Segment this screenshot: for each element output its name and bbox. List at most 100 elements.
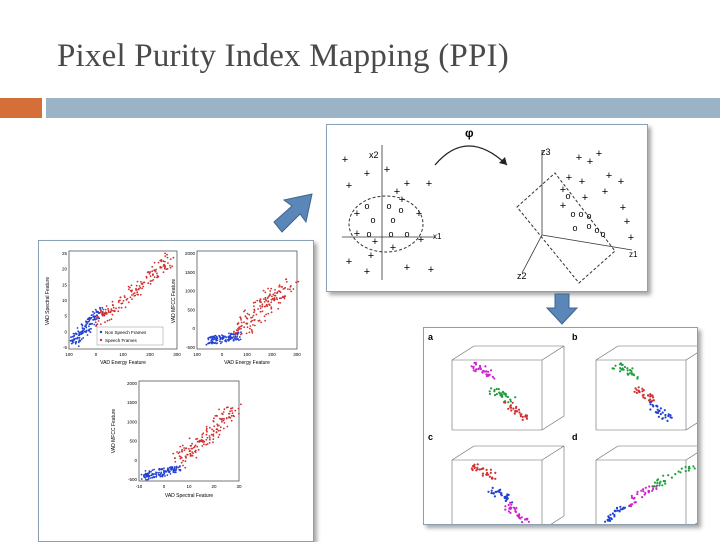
- subplot-c-label: c: [428, 432, 433, 442]
- scatter-plot-3: VAD MFCC Feature VAD Spectral Feature 20…: [111, 380, 242, 499]
- scatter-point: [69, 339, 72, 342]
- scatter-point: [172, 452, 175, 455]
- tick-label: 2000: [127, 381, 138, 386]
- scatter-point: [512, 506, 516, 509]
- scatter-point: [120, 302, 123, 305]
- scatter-point: [627, 373, 630, 376]
- scatter-point: [517, 408, 521, 411]
- scatter-point: [515, 506, 518, 510]
- scatter-point: [95, 314, 98, 316]
- tick-label: 20: [211, 484, 217, 489]
- scatter-point: [615, 507, 618, 510]
- scatter-point: [94, 321, 97, 324]
- tick-label: 15: [62, 282, 68, 287]
- tick-label: 1500: [185, 270, 196, 275]
- scatter-point: [487, 370, 490, 373]
- plus-symbol: +: [354, 228, 360, 240]
- scatter-point: [93, 316, 96, 319]
- scatter-point: [72, 338, 75, 341]
- scatter-point: [621, 508, 624, 511]
- scatter-point: [244, 309, 246, 312]
- scatter-point: [212, 338, 215, 341]
- scatter-point: [174, 457, 176, 460]
- plus-symbol: +: [628, 232, 634, 244]
- scatter-point: [482, 369, 485, 372]
- circle-symbol: o: [594, 225, 599, 235]
- scatter-point: [666, 419, 669, 422]
- scatter-point: [243, 326, 246, 329]
- scatter-point: [214, 415, 217, 417]
- circle-symbol: o: [398, 205, 403, 215]
- scatter-point: [250, 320, 253, 323]
- scatter-point: [157, 261, 160, 264]
- scatter-point: [103, 313, 106, 316]
- scatter-point: [246, 317, 249, 320]
- scatter-point: [649, 408, 652, 411]
- plus-symbol: +: [368, 250, 374, 262]
- scatter-point: [246, 312, 249, 315]
- plus-symbol: +: [346, 180, 352, 192]
- scatter-point: [236, 338, 239, 341]
- scatter-point: [79, 339, 82, 342]
- scatter-point: [476, 463, 479, 466]
- scatter-point: [164, 265, 167, 268]
- scatter-point: [509, 511, 512, 514]
- tick-label: 0: [95, 352, 98, 357]
- scatter-point: [513, 412, 516, 415]
- scatter-point: [635, 391, 638, 394]
- scatter-point: [232, 339, 235, 341]
- scatter-point: [250, 316, 252, 319]
- arrow-down-icon: [545, 293, 579, 325]
- scatter-point: [88, 318, 91, 321]
- scatter-point: [164, 255, 167, 257]
- scatter-point: [188, 437, 191, 440]
- scatter-point: [92, 319, 94, 321]
- scatter-point: [254, 301, 257, 304]
- scatter-point: [515, 410, 518, 413]
- scatter-point: [235, 329, 238, 331]
- scatter-point: [107, 311, 110, 314]
- scatter-point: [221, 412, 223, 415]
- scatter-point: [102, 308, 105, 311]
- scatter-point: [669, 414, 672, 417]
- scatter-point: [264, 296, 267, 299]
- scatter-point: [259, 307, 262, 310]
- scatter-point: [272, 293, 275, 296]
- scatter-point: [85, 326, 88, 329]
- tick-label: 10: [62, 298, 68, 303]
- scatter-point: [253, 319, 256, 322]
- scatter-point: [243, 321, 245, 324]
- scatter-point: [216, 415, 218, 417]
- scatter-point: [270, 306, 273, 308]
- scatter-point: [91, 322, 93, 325]
- scatter-point: [255, 313, 258, 316]
- scatter-point: [658, 409, 661, 412]
- scatter-point: [518, 411, 521, 414]
- tick-label: 100: [119, 352, 127, 357]
- scatter-point: [229, 334, 232, 337]
- scatter-point: [232, 336, 235, 338]
- plus-symbol: +: [579, 176, 585, 188]
- scatter-point: [654, 411, 657, 414]
- tick-label: -500: [128, 477, 138, 482]
- plus-symbol: +: [342, 154, 348, 166]
- scatter-point: [285, 278, 288, 280]
- scatter-point: [213, 335, 216, 337]
- scatter-point: [620, 368, 623, 371]
- scatter-point: [237, 322, 240, 324]
- scatter-point: [72, 341, 74, 344]
- scatter-point: [141, 287, 143, 290]
- scatter-point: [212, 433, 215, 436]
- scatter-point: [76, 327, 79, 329]
- scatter-point: [521, 521, 524, 524]
- scatter-point: [261, 310, 264, 313]
- scatter-point: [667, 414, 670, 418]
- scatter-point: [149, 280, 152, 282]
- scatter-point: [101, 314, 104, 316]
- scatter-point: [490, 369, 493, 372]
- scatter-point: [85, 320, 87, 323]
- plus-symbol: +: [404, 178, 410, 190]
- scatter-point: [85, 331, 87, 334]
- scatter-point: [506, 497, 509, 500]
- tick-label: 200: [146, 352, 154, 357]
